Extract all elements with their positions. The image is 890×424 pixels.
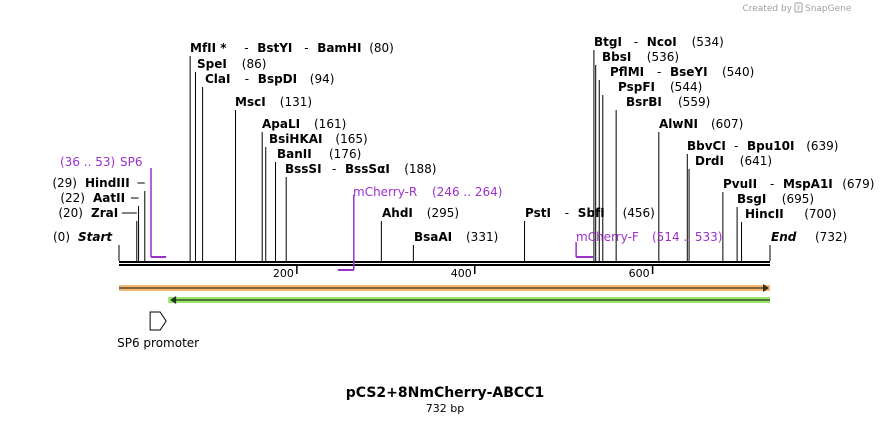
- site-separator: -: [770, 177, 774, 191]
- site-name-drdi[interactable]: DrdI: [695, 154, 724, 168]
- site-pos-ahdi: (295): [427, 206, 459, 220]
- scale-tick-label: 600: [629, 267, 650, 280]
- site-name-ahdi[interactable]: AhdI: [382, 206, 413, 220]
- primer-name-sp6[interactable]: SP6: [120, 155, 143, 169]
- primer-name-mcherry-r[interactable]: mCherry-R: [353, 185, 417, 199]
- site-name-spei[interactable]: SpeI: [197, 57, 227, 71]
- site-pos-btgi: (534): [692, 35, 724, 49]
- site-pos-bsgi: (695): [782, 192, 814, 206]
- site-name-mspa1i[interactable]: MspA1I: [783, 177, 833, 191]
- site-pos-mfii: (80): [369, 41, 394, 55]
- site-name-aatii[interactable]: AatII: [93, 191, 125, 205]
- site-pos-msci: (131): [280, 95, 312, 109]
- end-name-end: End: [771, 230, 797, 244]
- site-name-bsaai[interactable]: BsaAI: [414, 230, 452, 244]
- plasmid-name: pCS2+8NmCherry-ABCC1: [346, 385, 544, 401]
- site-pos-bsrbi: (559): [678, 95, 710, 109]
- site-pos-alwni: (607): [711, 117, 743, 131]
- site-name-pspfi[interactable]: PspFI: [618, 80, 655, 94]
- site-name-bsgi[interactable]: BsgI: [737, 192, 766, 206]
- site-pos-drdi: (641): [740, 154, 772, 168]
- site-name-bsihkai[interactable]: BsiHKAI: [269, 132, 323, 146]
- site-pos-bbvci: (639): [806, 139, 838, 153]
- site-name-bbvci[interactable]: BbvCI: [687, 139, 726, 153]
- site-name-clai[interactable]: ClaI: [205, 72, 230, 86]
- site-pos-banii: (176): [329, 147, 361, 161]
- site-separator: -: [244, 41, 248, 55]
- site-pos-pspfi: (544): [670, 80, 702, 94]
- primer-range-mcherry-r: (246 .. 264): [432, 185, 502, 199]
- site-name-bsssi[interactable]: BssSI: [285, 162, 322, 176]
- site-separator: -: [245, 72, 249, 86]
- promoter-arrow-icon[interactable]: [149, 311, 167, 331]
- site-name-ncoi[interactable]: NcoI: [647, 35, 677, 49]
- site-pos-hincii: (700): [804, 207, 836, 221]
- end-name-start: Start: [78, 230, 113, 244]
- site-name-banii[interactable]: BanII: [277, 147, 312, 161]
- site-pos-bsihkai: (165): [335, 132, 367, 146]
- snapgene-logo-icon: [794, 2, 803, 13]
- site-pos-pflmi: (540): [722, 65, 754, 79]
- orange-feature-arrowhead: [763, 284, 769, 292]
- site-name-hincii[interactable]: HincII: [745, 207, 784, 221]
- site-name-bspdi[interactable]: BspDI: [258, 72, 297, 86]
- green-feature-arrowhead: [170, 296, 177, 304]
- site-name-sbfi[interactable]: SbfI: [578, 206, 605, 220]
- site-pos-clai: (94): [310, 72, 335, 86]
- end-pos-start: (0): [53, 230, 70, 244]
- site-pos-bbsi: (536): [647, 50, 679, 64]
- site-separator: -: [634, 35, 638, 49]
- site-pos-bsaai: (331): [466, 230, 498, 244]
- site-pos-zrai: (20): [58, 206, 83, 220]
- site-name-bsss-i[interactable]: BssSαI: [345, 162, 390, 176]
- site-pos-apali: (161): [314, 117, 346, 131]
- site-separator: -: [565, 206, 569, 220]
- primer-range-sp6: (36 .. 53): [60, 155, 115, 169]
- scale-tick-label: 400: [451, 267, 472, 280]
- brand-text: SnapGene: [805, 4, 852, 14]
- watermark: Created by SnapGene: [742, 2, 852, 14]
- site-name-bstyi[interactable]: BstYI: [257, 41, 292, 55]
- site-separator: -: [332, 162, 336, 176]
- site-name-alwni[interactable]: AlwNI: [659, 117, 698, 131]
- site-name-bsrbi[interactable]: BsrBI: [626, 95, 662, 109]
- watermark-text: Created by: [742, 4, 792, 14]
- site-name-mfii[interactable]: MfII *: [190, 41, 227, 55]
- site-pos-bsssi: (188): [404, 162, 436, 176]
- site-pos-hindiii: (29): [52, 176, 77, 190]
- plasmid-length: 732 bp: [426, 402, 464, 415]
- site-pos-spei: (86): [242, 57, 267, 71]
- primer-range-mcherry-f: (514 .. 533): [652, 230, 722, 244]
- site-name-pvuii[interactable]: PvuII: [723, 177, 757, 191]
- site-pos-aatii: (22): [60, 191, 85, 205]
- site-name-hindiii[interactable]: HindIII: [85, 176, 130, 190]
- site-pos-pvuii: (679): [842, 177, 874, 191]
- site-name-zrai[interactable]: ZraI: [91, 206, 118, 220]
- site-separator: -: [304, 41, 308, 55]
- primer-name-mcherry-f[interactable]: mCherry-F: [576, 230, 639, 244]
- site-name-pflmi[interactable]: PflMI: [610, 65, 644, 79]
- site-name-msci[interactable]: MscI: [235, 95, 266, 109]
- site-name-bamhi[interactable]: BamHI: [317, 41, 361, 55]
- site-name-bseyi[interactable]: BseYI: [670, 65, 708, 79]
- promoter-label: SP6 promoter: [117, 336, 199, 350]
- site-name-btgi[interactable]: BtgI: [594, 35, 622, 49]
- site-name-psti[interactable]: PstI: [525, 206, 551, 220]
- site-separator: -: [734, 139, 738, 153]
- site-name-bpu10i[interactable]: Bpu10I: [747, 139, 794, 153]
- site-name-bbsi[interactable]: BbsI: [602, 50, 631, 64]
- site-name-apali[interactable]: ApaLI: [262, 117, 300, 131]
- end-pos-end: (732): [815, 230, 847, 244]
- site-separator: -: [657, 65, 661, 79]
- scale-tick-label: 200: [273, 267, 294, 280]
- site-pos-psti: (456): [623, 206, 655, 220]
